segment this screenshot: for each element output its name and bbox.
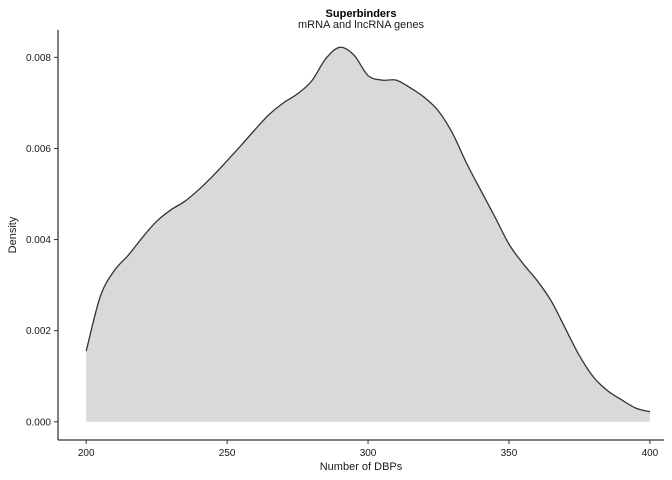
x-axis-label: Number of DBPs [320, 461, 403, 473]
y-tick-label: 0.004 [26, 235, 51, 246]
density-curve-line [85, 46, 651, 413]
chart-subtitle: mRNA and lncRNA genes [298, 19, 424, 31]
y-tick-label: 0.000 [26, 417, 51, 428]
x-axis-ticks: 200 250 300 350 400 [78, 440, 659, 459]
x-tick-label: 350 [501, 448, 518, 459]
y-axis-label: Density [7, 216, 19, 253]
chart-title: Superbinders [326, 8, 397, 20]
y-tick-label: 0.008 [26, 53, 51, 64]
x-tick-label: 300 [360, 448, 377, 459]
plot-area [85, 46, 651, 422]
y-tick-label: 0.006 [26, 144, 51, 155]
y-tick-label: 0.002 [26, 326, 51, 337]
x-tick-label: 400 [642, 448, 659, 459]
y-axis-ticks: 0.000 0.002 0.004 0.006 0.008 [26, 53, 58, 428]
density-area-fill [86, 47, 650, 422]
x-tick-label: 250 [219, 448, 236, 459]
x-tick-label: 200 [78, 448, 95, 459]
